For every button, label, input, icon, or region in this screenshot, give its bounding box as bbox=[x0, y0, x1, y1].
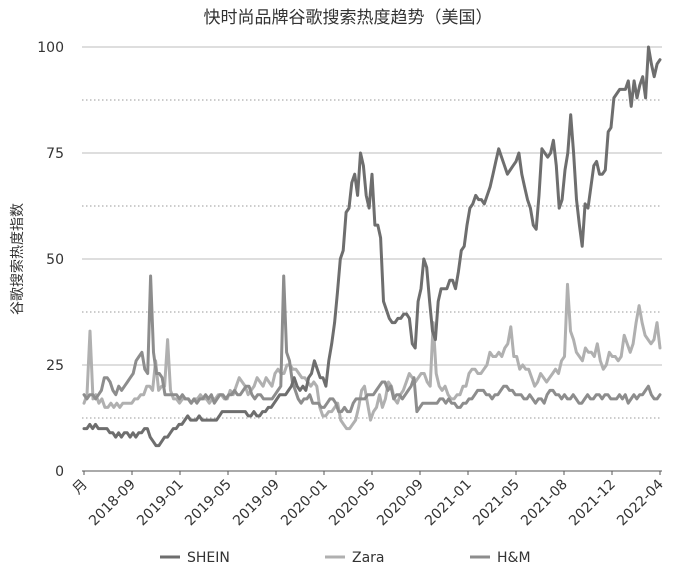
y-tick-label: 25 bbox=[46, 358, 64, 374]
y-tick-label: 50 bbox=[46, 252, 64, 268]
y-tick-label: 0 bbox=[55, 464, 64, 480]
gridlines bbox=[82, 46, 662, 472]
x-tick-label: 2019-05 bbox=[182, 477, 235, 530]
chart-title: 快时尚品牌谷歌搜索热度趋势（美国） bbox=[204, 8, 493, 28]
x-tick-label: 2021-05 bbox=[470, 477, 523, 530]
legend: SHEIN Zara H&M bbox=[160, 550, 531, 566]
x-tick-label: 2020-01 bbox=[278, 477, 331, 530]
y-tick-label: 75 bbox=[46, 146, 64, 162]
x-tick-label: 2020-09 bbox=[374, 477, 427, 530]
x-tick-label: 2021-01 bbox=[422, 477, 475, 530]
legend-label: SHEIN bbox=[187, 550, 230, 566]
x-tick-label: 2020-05 bbox=[326, 477, 379, 530]
series-lines bbox=[82, 45, 662, 448]
x-tick-label: 2018-09 bbox=[86, 477, 139, 530]
series-line-handm bbox=[82, 274, 662, 414]
x-tick-label: 2021-12 bbox=[566, 477, 619, 530]
y-axis-ticks: 0 25 50 75 100 bbox=[37, 40, 64, 480]
x-tick-label: 2022-04 bbox=[614, 476, 667, 529]
legend-label: H&M bbox=[497, 550, 531, 566]
y-tick-label: 100 bbox=[37, 40, 64, 56]
series-line-zara bbox=[82, 282, 662, 431]
x-tick-label: 2021-08 bbox=[518, 477, 571, 530]
x-axis-ticks: 月2018-092019-012019-052019-092020-012020… bbox=[70, 471, 667, 529]
x-tick-label: 2019-01 bbox=[134, 477, 187, 530]
series-line-shein bbox=[82, 45, 662, 448]
x-tick-label: 2019-09 bbox=[230, 477, 283, 530]
legend-label: Zara bbox=[352, 550, 385, 566]
y-axis-label: 谷歌搜索热度指数 bbox=[9, 203, 26, 315]
x-tick-label: 月 bbox=[70, 477, 91, 498]
